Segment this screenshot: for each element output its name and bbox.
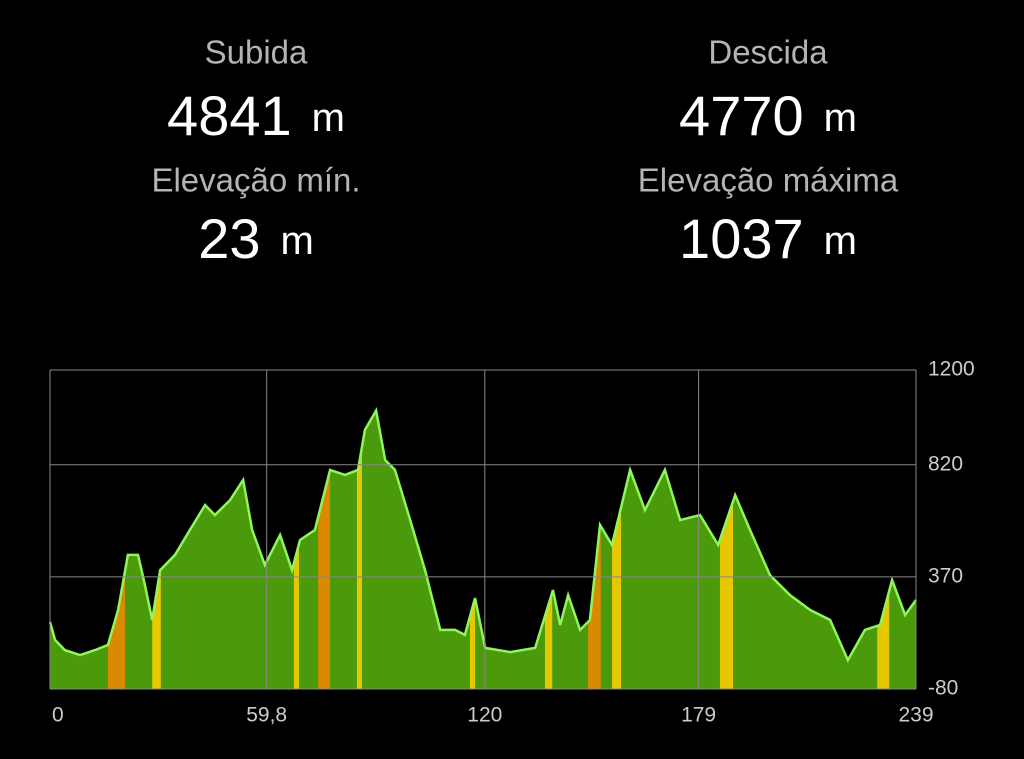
x-tick-label: 120 bbox=[467, 704, 502, 727]
stat-value: 23 m bbox=[198, 207, 314, 270]
elevation-line bbox=[48, 407, 918, 663]
steep-section bbox=[318, 410, 331, 689]
steep-section bbox=[107, 410, 126, 689]
stat-number: 4841 bbox=[167, 84, 292, 147]
stat-number: 1037 bbox=[679, 207, 804, 270]
steep-section bbox=[544, 410, 553, 689]
stat-unit: m bbox=[824, 96, 857, 140]
y-tick-label: 1200 bbox=[928, 358, 975, 381]
y-tick-label: 370 bbox=[928, 564, 963, 587]
stat-value: 4841 m bbox=[167, 84, 345, 147]
steep-section bbox=[719, 410, 734, 689]
stat-label: Descida bbox=[708, 34, 828, 71]
steep-section bbox=[611, 410, 622, 689]
stat-number: 4770 bbox=[679, 84, 804, 147]
stat-label: Elevação mín. bbox=[151, 162, 360, 199]
y-tick-label: 820 bbox=[928, 452, 963, 475]
x-tick-label: 59,8 bbox=[246, 704, 287, 727]
steep-section bbox=[152, 410, 161, 689]
stat-unit: m bbox=[824, 219, 857, 263]
stat-label: Elevação máxima bbox=[638, 162, 899, 199]
stat-label: Subida bbox=[205, 34, 308, 71]
stat-value: 4770 m bbox=[679, 84, 857, 147]
stat-unit: m bbox=[312, 96, 345, 140]
steep-section bbox=[469, 410, 476, 689]
y-tick-label: -80 bbox=[928, 677, 958, 700]
x-tick-label: 179 bbox=[681, 704, 716, 727]
stat-number: 23 bbox=[198, 207, 260, 270]
steep-section bbox=[293, 410, 299, 689]
steep-section bbox=[356, 410, 362, 689]
steep-section bbox=[877, 410, 890, 689]
stat-unit: m bbox=[280, 219, 313, 263]
x-tick-label: 0 bbox=[52, 704, 64, 727]
area bbox=[50, 410, 916, 689]
x-tick-label: 239 bbox=[898, 704, 933, 727]
stat-value: 1037 m bbox=[679, 207, 857, 270]
